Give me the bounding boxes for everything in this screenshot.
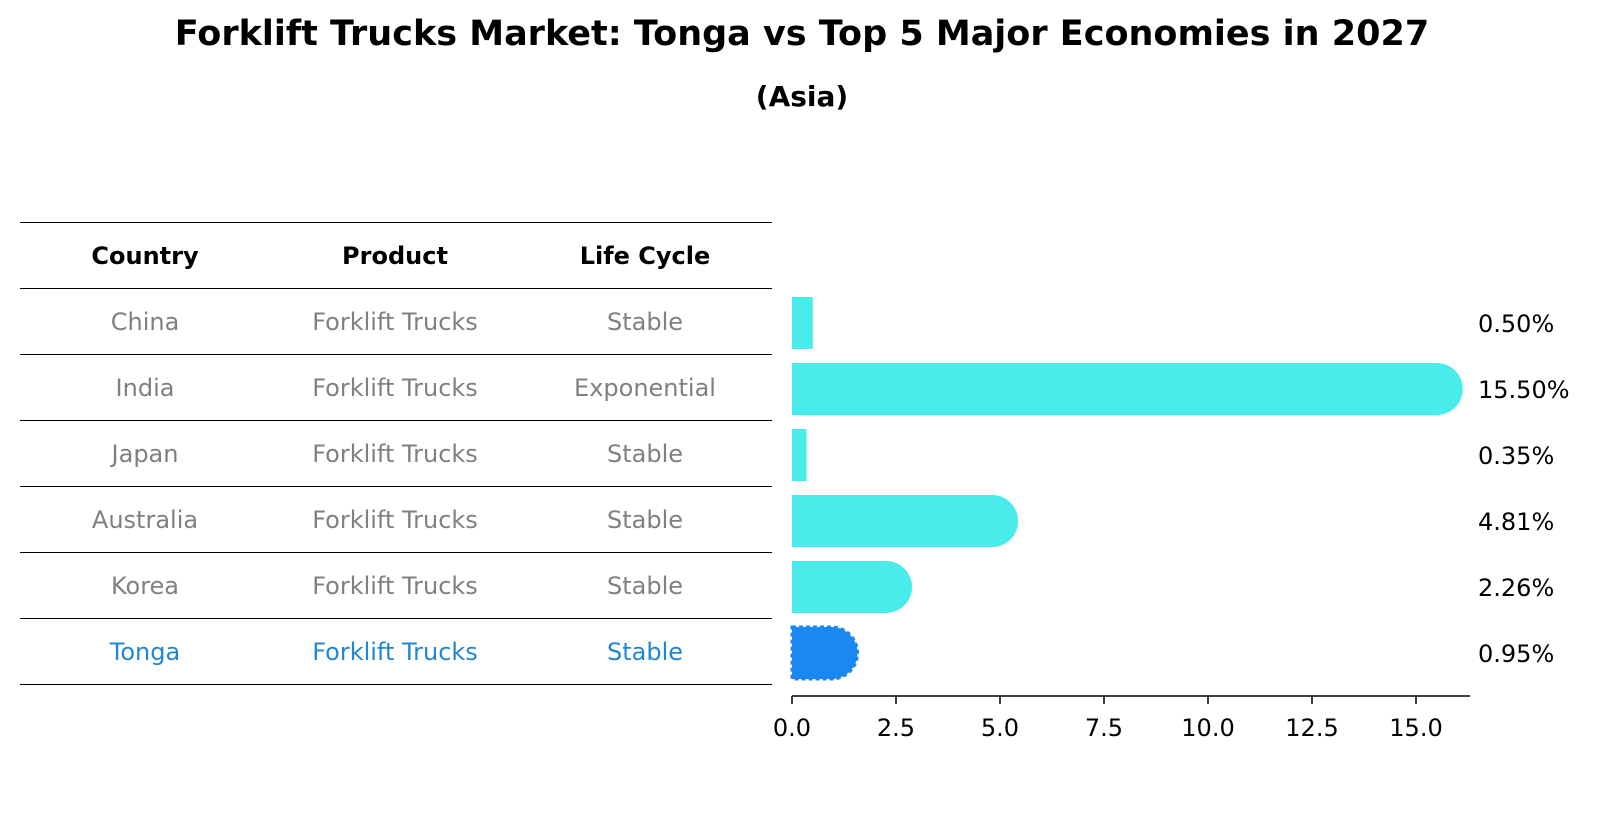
value-label-korea: 2.26% xyxy=(1478,574,1554,602)
x-tick-label: 5.0 xyxy=(981,714,1019,742)
cell-country: China xyxy=(110,307,180,336)
x-tick-label: 0.0 xyxy=(773,714,811,742)
x-tick-label: 10.0 xyxy=(1181,714,1234,742)
bar-australia xyxy=(792,495,1019,547)
x-tick-label: 2.5 xyxy=(877,714,915,742)
cell-product: Forklift Trucks xyxy=(312,373,478,402)
cell-product: Forklift Trucks xyxy=(312,439,478,468)
market-table: Country Product Life Cycle China Forklif… xyxy=(20,222,772,685)
bar-tonga xyxy=(790,625,860,681)
cell-product: Forklift Trucks xyxy=(312,505,478,534)
bar-japan xyxy=(792,429,807,481)
cell-country: India xyxy=(115,373,175,402)
value-label-australia: 4.81% xyxy=(1478,508,1554,536)
header-country: Country xyxy=(91,241,199,270)
cell-country: Tonga xyxy=(109,637,181,666)
table-row: Korea Forklift Trucks Stable xyxy=(20,552,772,618)
cell-life-cycle: Stable xyxy=(606,505,684,534)
header-life-cycle: Life Cycle xyxy=(579,241,711,270)
bar-korea xyxy=(792,561,913,613)
cell-life-cycle: Stable xyxy=(606,571,684,600)
bar-china xyxy=(792,297,813,349)
value-label-india: 15.50% xyxy=(1478,376,1570,404)
cell-country: Australia xyxy=(91,505,199,534)
table-row: Australia Forklift Trucks Stable xyxy=(20,486,772,552)
table-row-highlight: Tonga Forklift Trucks Stable xyxy=(20,618,772,685)
x-tick-label: 12.5 xyxy=(1285,714,1338,742)
table-header-row: Country Product Life Cycle xyxy=(20,222,772,288)
table-row: Japan Forklift Trucks Stable xyxy=(20,420,772,486)
cell-country: Korea xyxy=(110,571,180,600)
table-row: China Forklift Trucks Stable xyxy=(20,288,772,354)
chart-title: Forklift Trucks Market: Tonga vs Top 5 M… xyxy=(174,14,1430,54)
cell-product: Forklift Trucks xyxy=(312,307,478,336)
cell-life-cycle: Stable xyxy=(606,439,684,468)
bar-india xyxy=(792,363,1463,415)
value-label-tonga: 0.95% xyxy=(1478,640,1554,668)
cell-life-cycle: Stable xyxy=(606,637,684,666)
table-row: India Forklift Trucks Exponential xyxy=(20,354,772,420)
value-label-japan: 0.35% xyxy=(1478,442,1554,470)
header-product: Product xyxy=(342,241,448,270)
chart-subtitle: (Asia) xyxy=(755,80,849,113)
cell-life-cycle: Exponential xyxy=(574,373,716,402)
cell-product: Forklift Trucks xyxy=(312,637,478,666)
x-tick-label: 7.5 xyxy=(1085,714,1123,742)
value-label-china: 0.50% xyxy=(1478,310,1554,338)
cell-life-cycle: Stable xyxy=(606,307,684,336)
x-tick-label: 15.0 xyxy=(1389,714,1442,742)
cell-product: Forklift Trucks xyxy=(312,571,478,600)
cell-country: Japan xyxy=(111,439,179,468)
